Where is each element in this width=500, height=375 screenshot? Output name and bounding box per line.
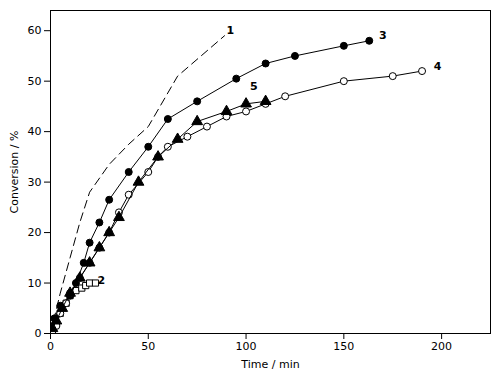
svg-text:30: 30: [28, 176, 42, 189]
svg-text:50: 50: [141, 340, 155, 353]
svg-text:200: 200: [431, 340, 452, 353]
svg-text:40: 40: [28, 125, 42, 138]
svg-text:150: 150: [333, 340, 354, 353]
svg-text:4: 4: [434, 60, 442, 73]
svg-text:100: 100: [236, 340, 257, 353]
svg-text:50: 50: [28, 75, 42, 88]
svg-text:0: 0: [35, 327, 42, 340]
svg-text:3: 3: [379, 29, 387, 42]
svg-text:2: 2: [98, 274, 106, 287]
svg-text:Time / min: Time / min: [240, 358, 299, 371]
svg-text:0: 0: [47, 340, 54, 353]
svg-text:Conversion / %: Conversion / %: [8, 131, 21, 214]
svg-text:5: 5: [250, 80, 258, 93]
svg-text:1: 1: [227, 24, 235, 37]
svg-text:60: 60: [28, 24, 42, 37]
svg-text:10: 10: [28, 277, 42, 290]
svg-text:20: 20: [28, 226, 42, 239]
